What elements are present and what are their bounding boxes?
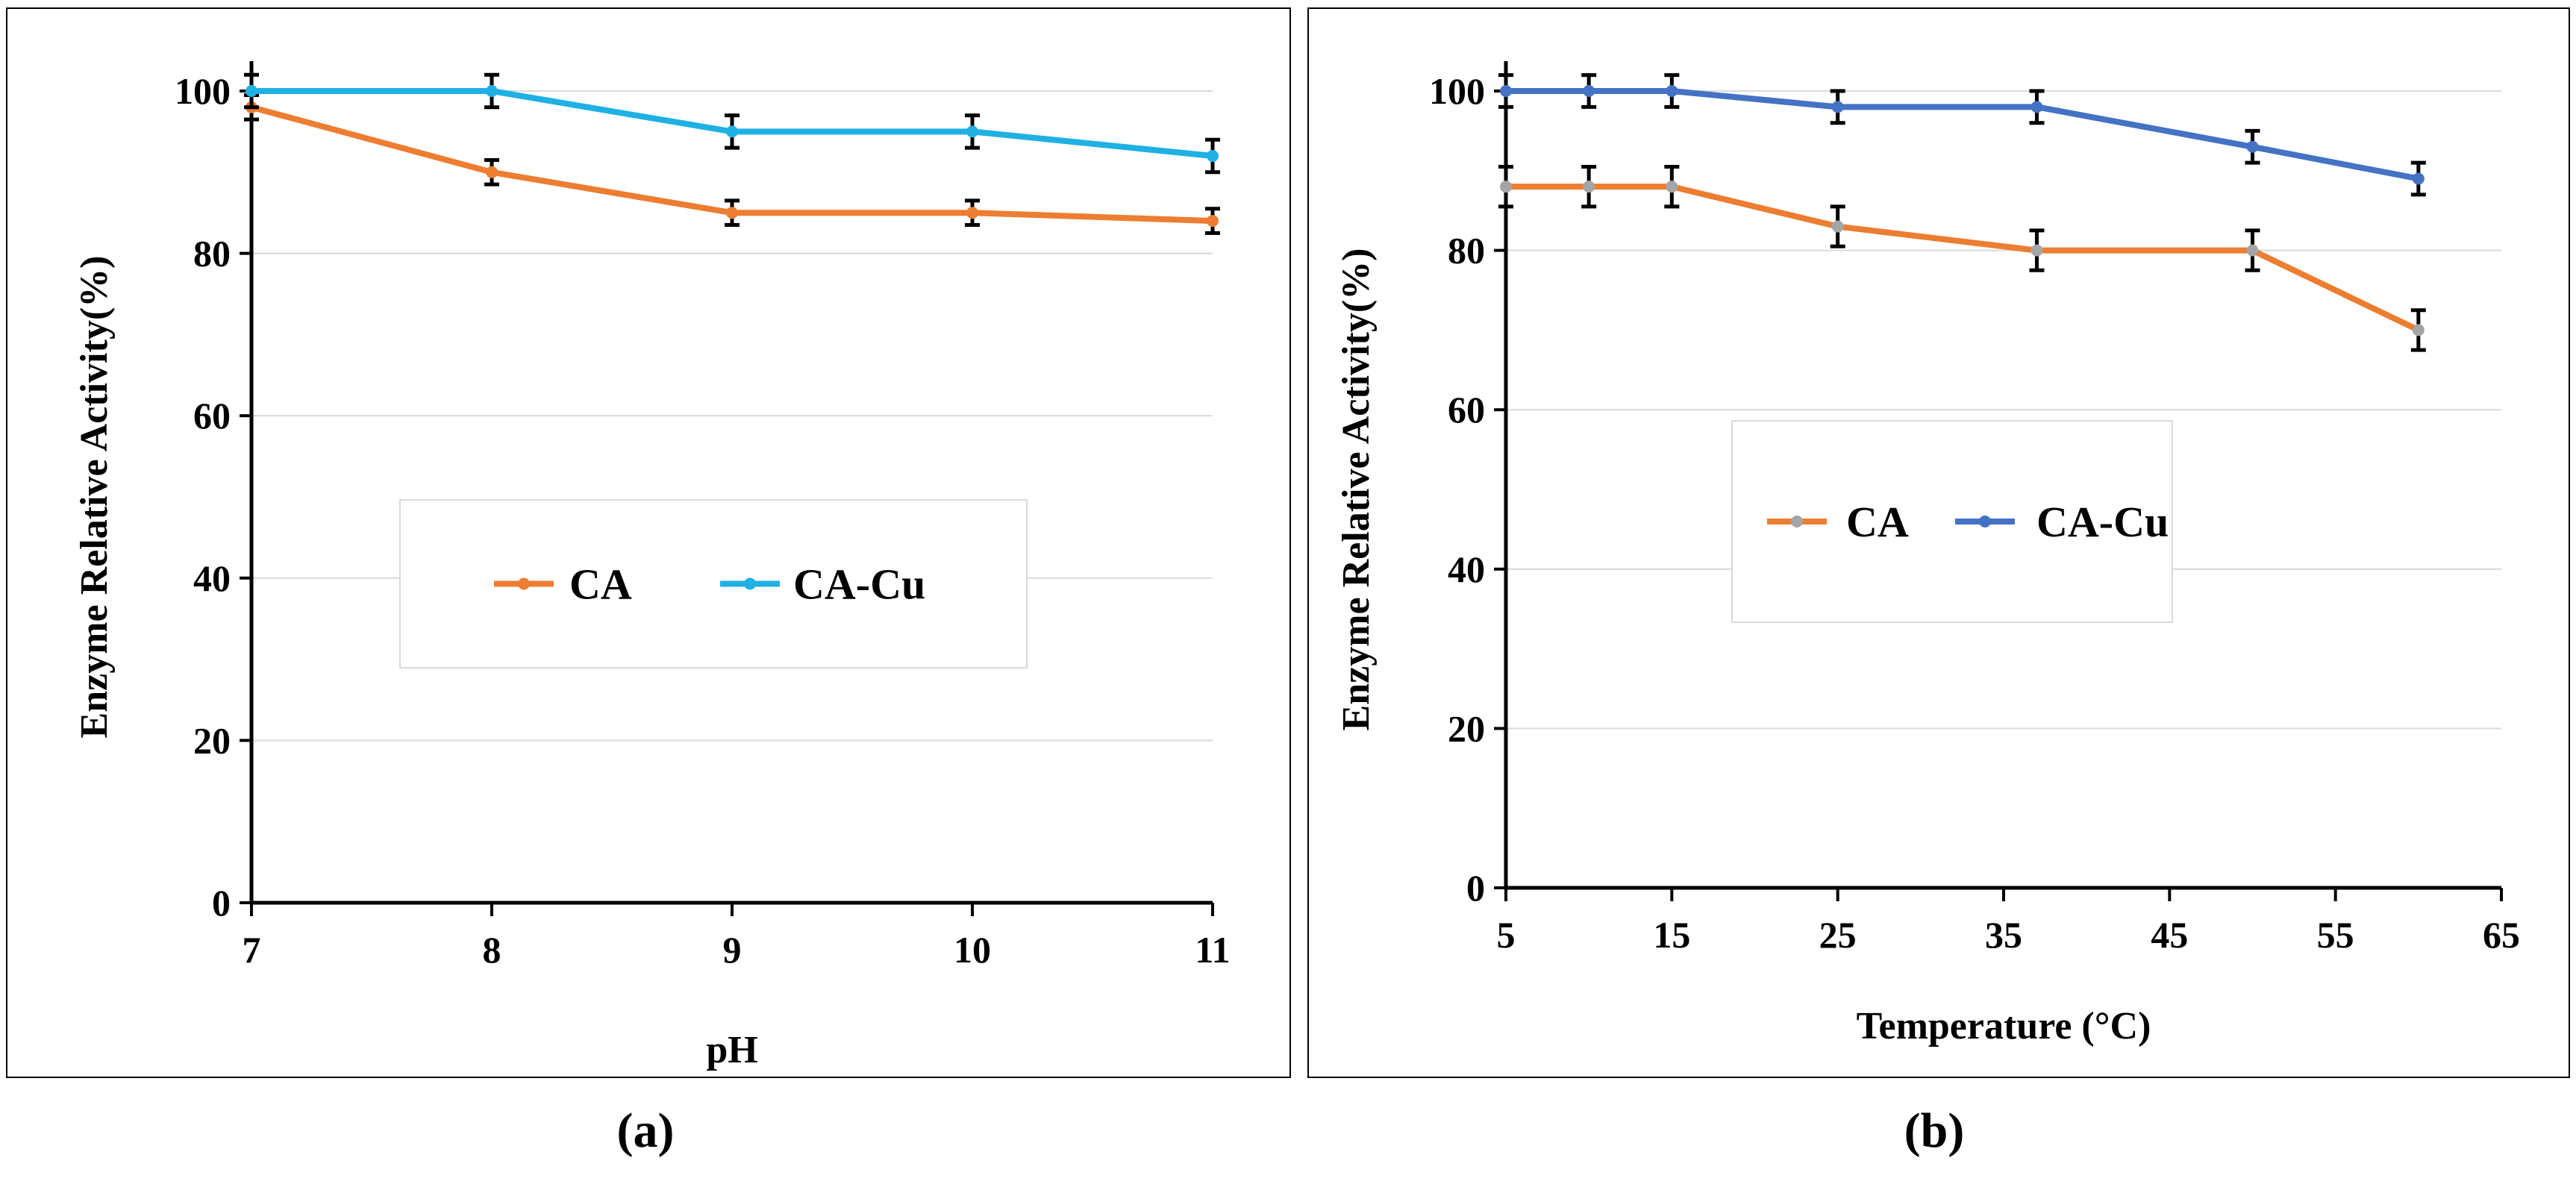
data-point-ca-cu-0	[1500, 85, 1512, 97]
x-tick-label-1: 15	[1653, 914, 1690, 956]
data-point-ca-2	[726, 207, 738, 219]
y-tick-label-5: 100	[175, 70, 231, 112]
x-tick-label-6: 65	[2483, 914, 2520, 956]
y-tick-label-3: 60	[1448, 389, 1485, 430]
x-axis-title: Temperature (°C)	[1857, 1005, 2151, 1047]
series-line-ca	[1506, 184, 2420, 333]
data-point-ca-cu-5	[2246, 140, 2259, 153]
y-tick-label-4: 80	[1448, 230, 1485, 272]
data-point-ca-cu-3	[966, 125, 978, 138]
x-tick-label-2: 25	[1819, 914, 1857, 956]
data-point-ca-cu-1	[486, 85, 498, 97]
data-point-ca-cu-0	[246, 85, 257, 97]
y-tick-label-5: 100	[1429, 70, 1485, 112]
data-point-ca-1	[486, 166, 498, 178]
series-line-ca-cu	[1506, 88, 2419, 182]
data-point-ca-0	[1500, 181, 1512, 193]
panel-label-a: (a)	[616, 1103, 675, 1158]
y-tick-label-0: 0	[1466, 867, 1485, 909]
x-tick-label-5: 55	[2317, 914, 2354, 956]
legend-label-ca: CA	[1846, 498, 1909, 546]
legend-label-ca: CA	[569, 560, 632, 609]
data-point-ca-cu-4	[1207, 150, 1219, 163]
data-point-ca-1	[1583, 181, 1595, 193]
legend-marker-ca	[518, 577, 530, 590]
x-tick-label-2: 9	[723, 929, 742, 971]
chart-panel-a: 0 20 40 60 80 100 7 8 9 10 11 pH Enzyme Relative Act…	[6, 7, 1291, 1078]
chart-panel-b: 0 20 40 60 80 100 5 15 25 35 45 55 65 Temperature (°C…	[1307, 7, 2570, 1078]
x-tick-label-3: 35	[1985, 914, 2022, 956]
panel-label-b: (b)	[1904, 1103, 1965, 1158]
x-tick-label-0: 7	[243, 929, 261, 971]
data-point-ca-4	[1207, 215, 1219, 228]
data-point-ca-cu-3	[1831, 101, 1844, 113]
data-point-ca-cu-2	[1666, 85, 1678, 97]
legend-marker-ca-cu	[1979, 516, 1991, 527]
data-point-ca-5	[2246, 244, 2259, 257]
x-tick-label-1: 8	[483, 929, 501, 971]
y-tick-label-1: 20	[193, 719, 231, 761]
x-tick-label-4: 11	[1195, 929, 1230, 971]
y-axis-title: Enzyme Relative Activity(%)	[1335, 248, 1378, 731]
y-tick-label-0: 0	[212, 882, 231, 924]
data-point-ca-6	[2412, 324, 2425, 336]
data-point-ca-cu-6	[2412, 172, 2425, 185]
data-point-ca-3	[1831, 220, 1844, 233]
data-point-ca-cu-1	[1583, 85, 1595, 97]
x-tick-label-0: 5	[1497, 914, 1516, 956]
data-point-ca-3	[966, 207, 978, 219]
data-point-ca-cu-4	[2031, 101, 2043, 113]
x-tick-label-3: 10	[954, 929, 991, 971]
y-axis-title: Enzyme Relative Activity(%)	[73, 256, 116, 739]
data-point-ca-cu-2	[726, 125, 738, 138]
x-tick-label-4: 45	[2151, 914, 2188, 956]
legend-label-ca-cu: CA-Cu	[2036, 498, 2169, 546]
x-axis-title: pH	[706, 1029, 757, 1071]
chart-a: 0 20 40 60 80 100 7 8 9 10 11 pH Enzyme Relative Act…	[73, 61, 1231, 1071]
data-point-ca-2	[1666, 181, 1678, 193]
y-tick-label-1: 20	[1448, 707, 1485, 749]
chart-b: 0 20 40 60 80 100 5 15 25 35 45 55 65 Temperature (°C…	[1335, 61, 2520, 1047]
legend-marker-ca-cu	[744, 577, 756, 590]
legend-marker-ca	[1791, 516, 1803, 527]
y-tick-label-2: 40	[193, 557, 231, 599]
y-tick-label-2: 40	[1448, 548, 1485, 590]
y-tick-label-3: 60	[193, 395, 231, 436]
y-tick-label-4: 80	[193, 233, 231, 275]
data-point-ca-4	[2031, 244, 2043, 257]
legend-label-ca-cu: CA-Cu	[793, 560, 925, 609]
